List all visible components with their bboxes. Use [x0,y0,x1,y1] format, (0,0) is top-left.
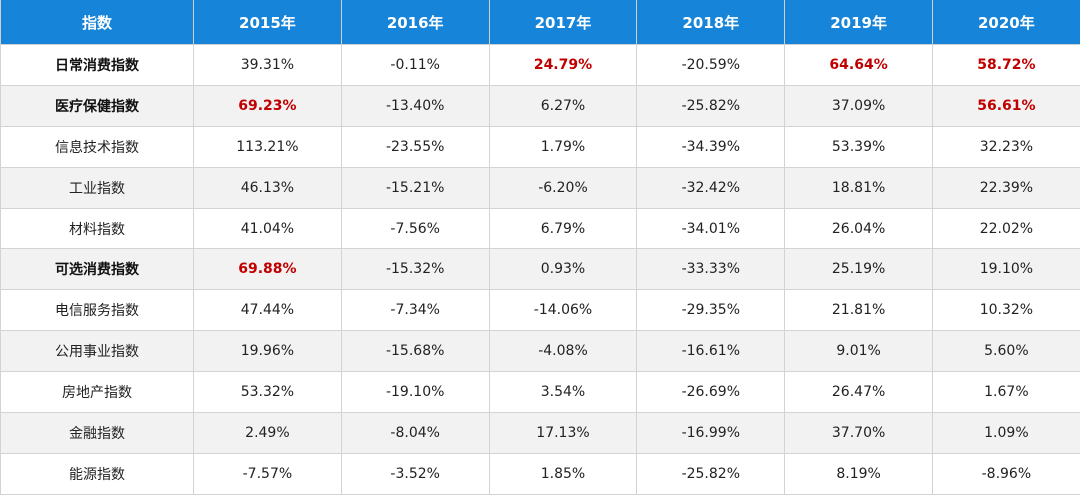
table-cell: -34.01% [637,208,785,249]
table-cell: 53.32% [194,372,342,413]
table-cell: 41.04% [194,208,342,249]
column-header-2017: 2017年 [489,0,637,45]
row-label: 金融指数 [1,413,194,454]
table-cell: 1.79% [489,126,637,167]
table-cell: -16.99% [637,413,785,454]
row-label: 房地产指数 [1,372,194,413]
table-cell: 46.13% [194,167,342,208]
row-label: 电信服务指数 [1,290,194,331]
table-cell: 9.01% [785,331,933,372]
row-label: 材料指数 [1,208,194,249]
table-cell: 37.09% [785,85,933,126]
table-cell: -8.04% [341,413,489,454]
table-cell: 22.39% [932,167,1080,208]
row-label: 能源指数 [1,453,194,494]
table-cell: -15.32% [341,249,489,290]
table-cell: 53.39% [785,126,933,167]
column-header-2019: 2019年 [785,0,933,45]
table-cell: 58.72% [932,45,1080,86]
table-cell: 22.02% [932,208,1080,249]
table-cell: 18.81% [785,167,933,208]
table-cell: -15.21% [341,167,489,208]
table-cell: -0.11% [341,45,489,86]
table-row: 能源指数-7.57%-3.52%1.85%-25.82%8.19%-8.96% [1,453,1080,494]
row-label: 公用事业指数 [1,331,194,372]
row-label: 可选消费指数 [1,249,194,290]
table-cell: -26.69% [637,372,785,413]
table-cell: 64.64% [785,45,933,86]
table-cell: 32.23% [932,126,1080,167]
table-cell: -6.20% [489,167,637,208]
table-cell: 5.60% [932,331,1080,372]
table-cell: 10.32% [932,290,1080,331]
table-cell: -34.39% [637,126,785,167]
table-cell: -25.82% [637,85,785,126]
table-cell: -3.52% [341,453,489,494]
table-cell: -15.68% [341,331,489,372]
table-cell: -25.82% [637,453,785,494]
table-cell: 39.31% [194,45,342,86]
table-cell: -29.35% [637,290,785,331]
table-cell: 37.70% [785,413,933,454]
table-cell: 8.19% [785,453,933,494]
column-header-2016: 2016年 [341,0,489,45]
table-cell: 26.47% [785,372,933,413]
row-label: 工业指数 [1,167,194,208]
row-label: 医疗保健指数 [1,85,194,126]
column-header-2018: 2018年 [637,0,785,45]
table-cell: 69.88% [194,249,342,290]
table-cell: -23.55% [341,126,489,167]
table-cell: -32.42% [637,167,785,208]
table-cell: 47.44% [194,290,342,331]
column-header-2020: 2020年 [932,0,1080,45]
column-header-index: 指数 [1,0,194,45]
table-cell: -13.40% [341,85,489,126]
table-cell: 19.10% [932,249,1080,290]
table-cell: -19.10% [341,372,489,413]
table-cell: -7.34% [341,290,489,331]
table-cell: 0.93% [489,249,637,290]
table-cell: 25.19% [785,249,933,290]
row-label: 日常消费指数 [1,45,194,86]
table-cell: -16.61% [637,331,785,372]
table-cell: 19.96% [194,331,342,372]
table-cell: 17.13% [489,413,637,454]
table-cell: 69.23% [194,85,342,126]
table-cell: 1.09% [932,413,1080,454]
row-label: 信息技术指数 [1,126,194,167]
table-cell: 24.79% [489,45,637,86]
table-cell: 113.21% [194,126,342,167]
table-cell: 1.67% [932,372,1080,413]
table-cell: 26.04% [785,208,933,249]
table-cell: 1.85% [489,453,637,494]
table-cell: -8.96% [932,453,1080,494]
header-row: 指数 2015年 2016年 2017年 2018年 2019年 2020年 [1,0,1080,45]
table-cell: 56.61% [932,85,1080,126]
table-cell: -33.33% [637,249,785,290]
table-cell: -4.08% [489,331,637,372]
column-header-2015: 2015年 [194,0,342,45]
table-cell: 2.49% [194,413,342,454]
table-cell: -7.57% [194,453,342,494]
table-cell: -7.56% [341,208,489,249]
table-cell: 6.79% [489,208,637,249]
table-cell: 21.81% [785,290,933,331]
table-cell: -14.06% [489,290,637,331]
table-cell: -20.59% [637,45,785,86]
table-cell: 3.54% [489,372,637,413]
table-cell: 6.27% [489,85,637,126]
